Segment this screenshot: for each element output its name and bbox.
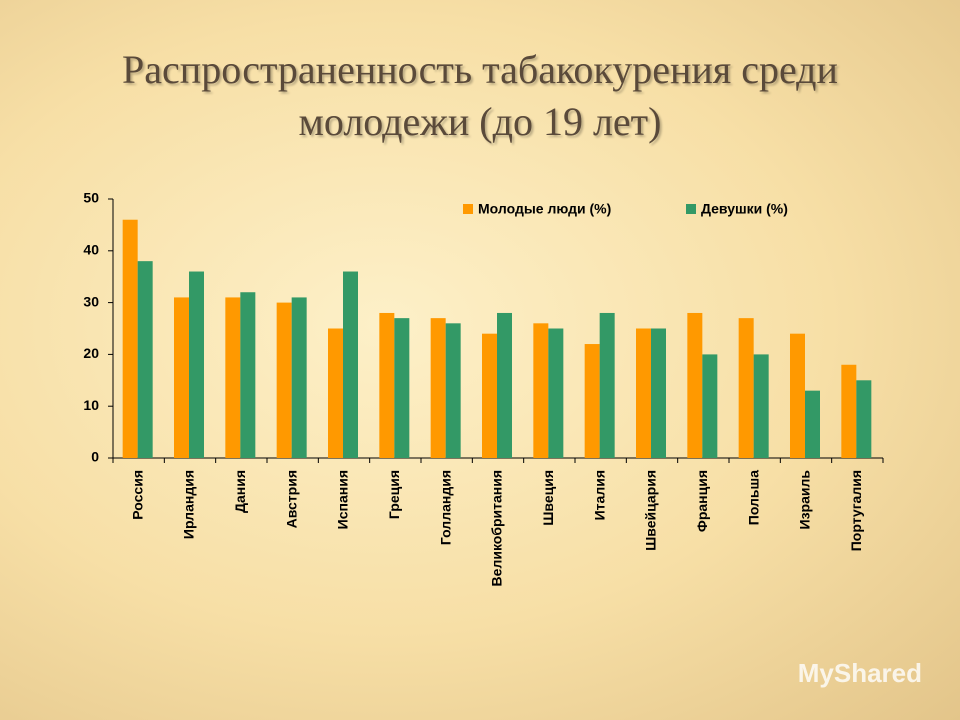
x-tick-label: Италия <box>591 470 607 520</box>
bar <box>379 312 395 458</box>
legend-swatch <box>686 204 696 214</box>
bar <box>841 364 857 458</box>
bar <box>445 323 461 458</box>
chart-title: Распространенность табакокурения среди м… <box>122 47 838 144</box>
x-tick-label: Россия <box>129 470 145 520</box>
bar <box>240 292 256 458</box>
x-tick-label: Испания <box>335 470 351 529</box>
x-tick-label: Греция <box>386 470 402 519</box>
x-tick-label: Дания <box>232 470 248 513</box>
x-tick-label: Швеция <box>540 470 556 526</box>
bar <box>584 344 600 458</box>
bar <box>753 354 769 458</box>
legend-swatch <box>463 204 473 214</box>
bar <box>702 354 718 458</box>
x-tick-label: Австрия <box>283 470 299 528</box>
x-tick-label: Ирландия <box>181 470 197 539</box>
y-tick-label: 50 <box>83 190 99 206</box>
y-tick-label: 0 <box>91 449 99 465</box>
bar <box>805 390 820 458</box>
bar <box>636 328 651 458</box>
legend-label: Девушки (%) <box>701 201 788 217</box>
legend-label: Молодые люди (%) <box>478 201 611 217</box>
bar <box>343 271 358 458</box>
bar <box>174 297 189 458</box>
x-tick-label: Великобритания <box>489 470 505 586</box>
bar <box>189 271 204 458</box>
y-tick-label: 10 <box>83 397 99 413</box>
bar <box>137 261 153 458</box>
bar <box>430 318 446 458</box>
bar <box>856 380 872 458</box>
bar <box>497 312 512 458</box>
bar <box>394 318 410 458</box>
bar <box>738 318 754 458</box>
x-tick-label: Франция <box>694 470 710 532</box>
bar <box>276 302 292 458</box>
bar <box>790 333 805 458</box>
y-tick-label: 40 <box>83 242 99 258</box>
bar <box>122 219 138 458</box>
bar <box>533 323 549 458</box>
y-tick-label: 20 <box>83 345 99 361</box>
x-tick-label: Голландия <box>437 470 453 545</box>
watermark: MyShared <box>797 658 922 688</box>
bar <box>548 328 564 458</box>
y-tick-label: 30 <box>83 293 99 309</box>
bar <box>482 333 497 458</box>
x-tick-label: Израиль <box>797 470 813 530</box>
bar <box>328 328 343 458</box>
x-tick-label: Португалия <box>848 470 864 551</box>
bar <box>651 328 666 458</box>
bar <box>225 297 241 458</box>
bar <box>687 312 703 458</box>
x-tick-label: Польша <box>745 470 761 525</box>
x-tick-label: Швейцария <box>643 470 659 551</box>
bar <box>291 297 307 458</box>
bar <box>599 312 615 458</box>
